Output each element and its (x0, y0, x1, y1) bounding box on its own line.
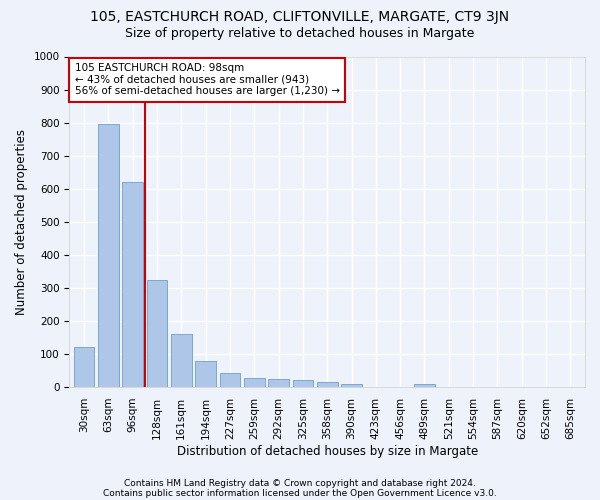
Bar (317, 382, 338, 387)
Bar (341, 384, 362, 387)
Bar (171, 334, 191, 387)
Text: Contains HM Land Registry data © Crown copyright and database right 2024.: Contains HM Land Registry data © Crown c… (124, 478, 476, 488)
X-axis label: Distribution of detached houses by size in Margate: Distribution of detached houses by size … (176, 444, 478, 458)
Y-axis label: Number of detached properties: Number of detached properties (15, 129, 28, 315)
Bar (414, 384, 435, 387)
Bar (293, 380, 313, 387)
Bar (122, 182, 143, 387)
Bar (195, 362, 216, 387)
Text: Contains public sector information licensed under the Open Government Licence v3: Contains public sector information licen… (103, 488, 497, 498)
Bar (220, 373, 240, 387)
Bar (74, 348, 94, 387)
Text: Size of property relative to detached houses in Margate: Size of property relative to detached ho… (125, 28, 475, 40)
Bar (268, 379, 289, 387)
Bar (98, 124, 119, 387)
Text: 105 EASTCHURCH ROAD: 98sqm
← 43% of detached houses are smaller (943)
56% of sem: 105 EASTCHURCH ROAD: 98sqm ← 43% of deta… (74, 63, 340, 96)
Text: 105, EASTCHURCH ROAD, CLIFTONVILLE, MARGATE, CT9 3JN: 105, EASTCHURCH ROAD, CLIFTONVILLE, MARG… (91, 10, 509, 24)
Bar (146, 280, 167, 387)
Bar (244, 378, 265, 387)
